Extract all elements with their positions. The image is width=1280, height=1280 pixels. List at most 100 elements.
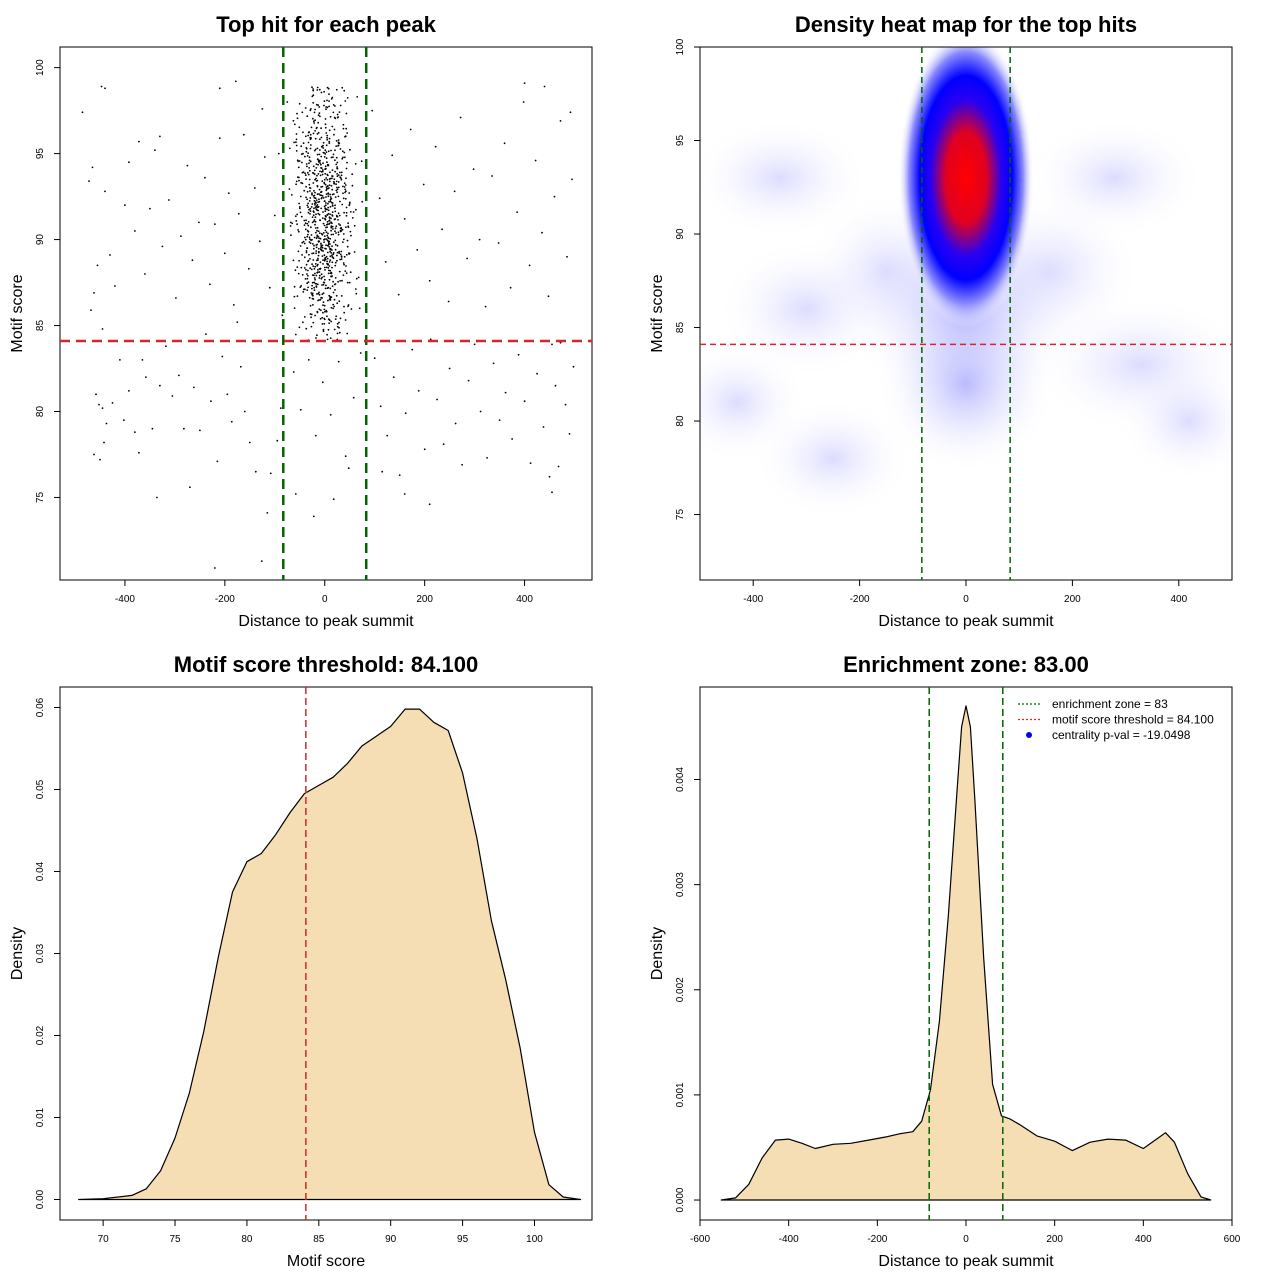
data-point <box>448 367 451 370</box>
chart-title: Motif score threshold: 84.100 <box>174 652 478 677</box>
data-point <box>337 233 340 236</box>
data-point <box>308 162 310 165</box>
data-point <box>325 266 328 269</box>
data-point <box>307 359 310 361</box>
data-point <box>237 212 240 215</box>
data-point <box>328 93 330 96</box>
data-point <box>309 304 312 307</box>
data-point <box>347 222 349 225</box>
data-point <box>320 242 322 245</box>
data-point <box>324 165 327 168</box>
data-point <box>159 135 161 138</box>
data-point <box>307 211 310 214</box>
data-point <box>344 197 347 200</box>
data-point <box>319 162 322 165</box>
data-point <box>294 215 297 218</box>
data-point <box>323 178 326 181</box>
data-point <box>302 171 305 174</box>
data-point <box>461 463 463 466</box>
data-point <box>331 96 334 99</box>
data-point <box>340 250 343 253</box>
data-point <box>294 269 297 272</box>
data-point <box>311 263 313 266</box>
data-point <box>344 188 347 191</box>
data-point <box>357 276 360 279</box>
data-point <box>346 132 349 134</box>
data-point <box>304 236 306 239</box>
data-point <box>571 178 573 181</box>
data-point <box>352 396 355 399</box>
data-point <box>311 216 314 219</box>
data-point <box>333 305 336 308</box>
data-point <box>304 278 307 280</box>
data-point <box>327 318 330 321</box>
data-point <box>334 248 337 251</box>
data-point <box>311 95 314 98</box>
data-point <box>317 230 320 233</box>
data-point <box>331 261 334 264</box>
data-point <box>337 141 340 144</box>
data-point <box>334 170 336 173</box>
data-point <box>541 231 543 234</box>
data-point <box>304 107 307 109</box>
data-point <box>310 325 313 328</box>
data-point <box>307 202 309 205</box>
data-point <box>326 257 329 260</box>
data-point <box>417 390 420 392</box>
data-point <box>327 237 330 240</box>
data-point <box>315 177 317 180</box>
data-point <box>346 245 349 248</box>
data-point <box>337 195 340 198</box>
data-point <box>326 161 328 164</box>
chart-title: Enrichment zone: 83.00 <box>843 652 1089 677</box>
data-point <box>309 147 312 150</box>
data-point <box>466 257 468 260</box>
data-point <box>336 254 338 257</box>
data-point <box>330 225 333 228</box>
data-point <box>292 259 295 262</box>
data-point <box>315 202 317 204</box>
data-point <box>332 153 335 156</box>
data-point <box>316 334 318 337</box>
data-point <box>327 212 330 215</box>
data-point <box>339 317 342 320</box>
data-point <box>523 400 526 403</box>
data-point <box>328 129 331 132</box>
data-point <box>303 256 306 259</box>
data-point <box>336 167 339 170</box>
data-point <box>355 208 357 211</box>
data-point <box>334 264 337 267</box>
data-point <box>318 188 321 191</box>
data-point <box>349 211 352 213</box>
data-point <box>119 359 121 361</box>
data-point <box>319 309 322 311</box>
x-tick-label: 80 <box>241 1234 253 1245</box>
data-point <box>318 268 321 270</box>
data-point <box>324 204 327 207</box>
data-point <box>307 286 309 289</box>
data-point <box>334 289 336 291</box>
data-point <box>193 386 195 389</box>
data-point <box>333 133 335 136</box>
data-point <box>343 305 345 308</box>
data-point <box>334 227 337 230</box>
data-point <box>326 136 328 139</box>
data-point <box>355 277 358 280</box>
data-point <box>342 262 345 264</box>
data-point <box>310 226 312 229</box>
data-point <box>331 177 333 180</box>
data-point <box>319 261 322 264</box>
data-point <box>319 159 321 162</box>
data-point <box>319 138 321 141</box>
data-point <box>297 250 300 253</box>
density-blob <box>700 117 870 238</box>
data-point <box>325 255 328 258</box>
data-point <box>308 159 311 162</box>
data-point <box>314 206 317 209</box>
data-point <box>338 326 340 329</box>
data-point <box>310 234 313 236</box>
data-point <box>332 181 335 183</box>
data-point <box>325 157 328 160</box>
data-point <box>322 311 324 314</box>
data-point <box>314 282 317 285</box>
